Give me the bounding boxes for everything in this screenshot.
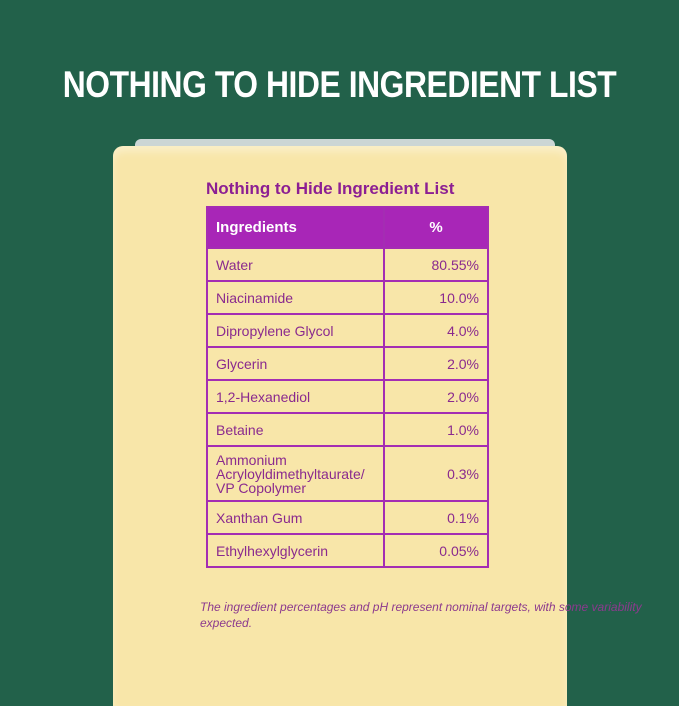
ingredient-name: Betaine bbox=[206, 412, 385, 447]
ingredient-percent: 1.0% bbox=[383, 412, 489, 447]
ingredient-percent: 2.0% bbox=[383, 346, 489, 381]
ingredient-name: Water bbox=[206, 247, 385, 282]
table-row: Xanthan Gum 0.1% bbox=[206, 500, 489, 535]
ingredient-percent: 2.0% bbox=[383, 379, 489, 414]
ingredient-percent: 0.3% bbox=[383, 445, 489, 502]
column-header-percent: % bbox=[383, 206, 489, 249]
table-row: Ammonium Acryloyldimethyltaurate/ VP Cop… bbox=[206, 445, 489, 502]
ingredient-name: 1,2-Hexanediol bbox=[206, 379, 385, 414]
panel-title: Nothing to Hide Ingredient List bbox=[206, 179, 455, 198]
table-row: Dipropylene Glycol 4.0% bbox=[206, 313, 489, 348]
ingredient-percent: 10.0% bbox=[383, 280, 489, 315]
ingredient-name: Ethylhexylglycerin bbox=[206, 533, 385, 568]
ingredient-percent: 0.1% bbox=[383, 500, 489, 535]
ingredient-name: Xanthan Gum bbox=[206, 500, 385, 535]
table-row: Niacinamide 10.0% bbox=[206, 280, 489, 315]
ingredient-percent: 80.55% bbox=[383, 247, 489, 282]
footnote: The ingredient percentages and pH repres… bbox=[200, 600, 642, 630]
table-row: Betaine 1.0% bbox=[206, 412, 489, 447]
ingredient-percent: 0.05% bbox=[383, 533, 489, 568]
ingredient-name: Glycerin bbox=[206, 346, 385, 381]
table-row: Ethylhexylglycerin 0.05% bbox=[206, 533, 489, 568]
ingredient-percent: 4.0% bbox=[383, 313, 489, 348]
headline: NOTHING TO HIDE INGREDIENT LIST bbox=[62, 64, 617, 105]
table-row: Glycerin 2.0% bbox=[206, 346, 489, 381]
ingredient-name: Dipropylene Glycol bbox=[206, 313, 385, 348]
table-row: Water 80.55% bbox=[206, 247, 489, 282]
ingredient-table: Ingredients % Water 80.55% Niacinamide 10.0… bbox=[206, 206, 489, 568]
ingredient-name: Ammonium Acryloyldimethyltaurate/ VP Cop… bbox=[206, 445, 385, 502]
box-lid bbox=[135, 139, 555, 149]
ingredient-name: Niacinamide bbox=[206, 280, 385, 315]
table-row: 1,2-Hexanediol 2.0% bbox=[206, 379, 489, 414]
table-header: Ingredients % bbox=[206, 206, 489, 249]
column-header-ingredients: Ingredients bbox=[206, 206, 385, 249]
